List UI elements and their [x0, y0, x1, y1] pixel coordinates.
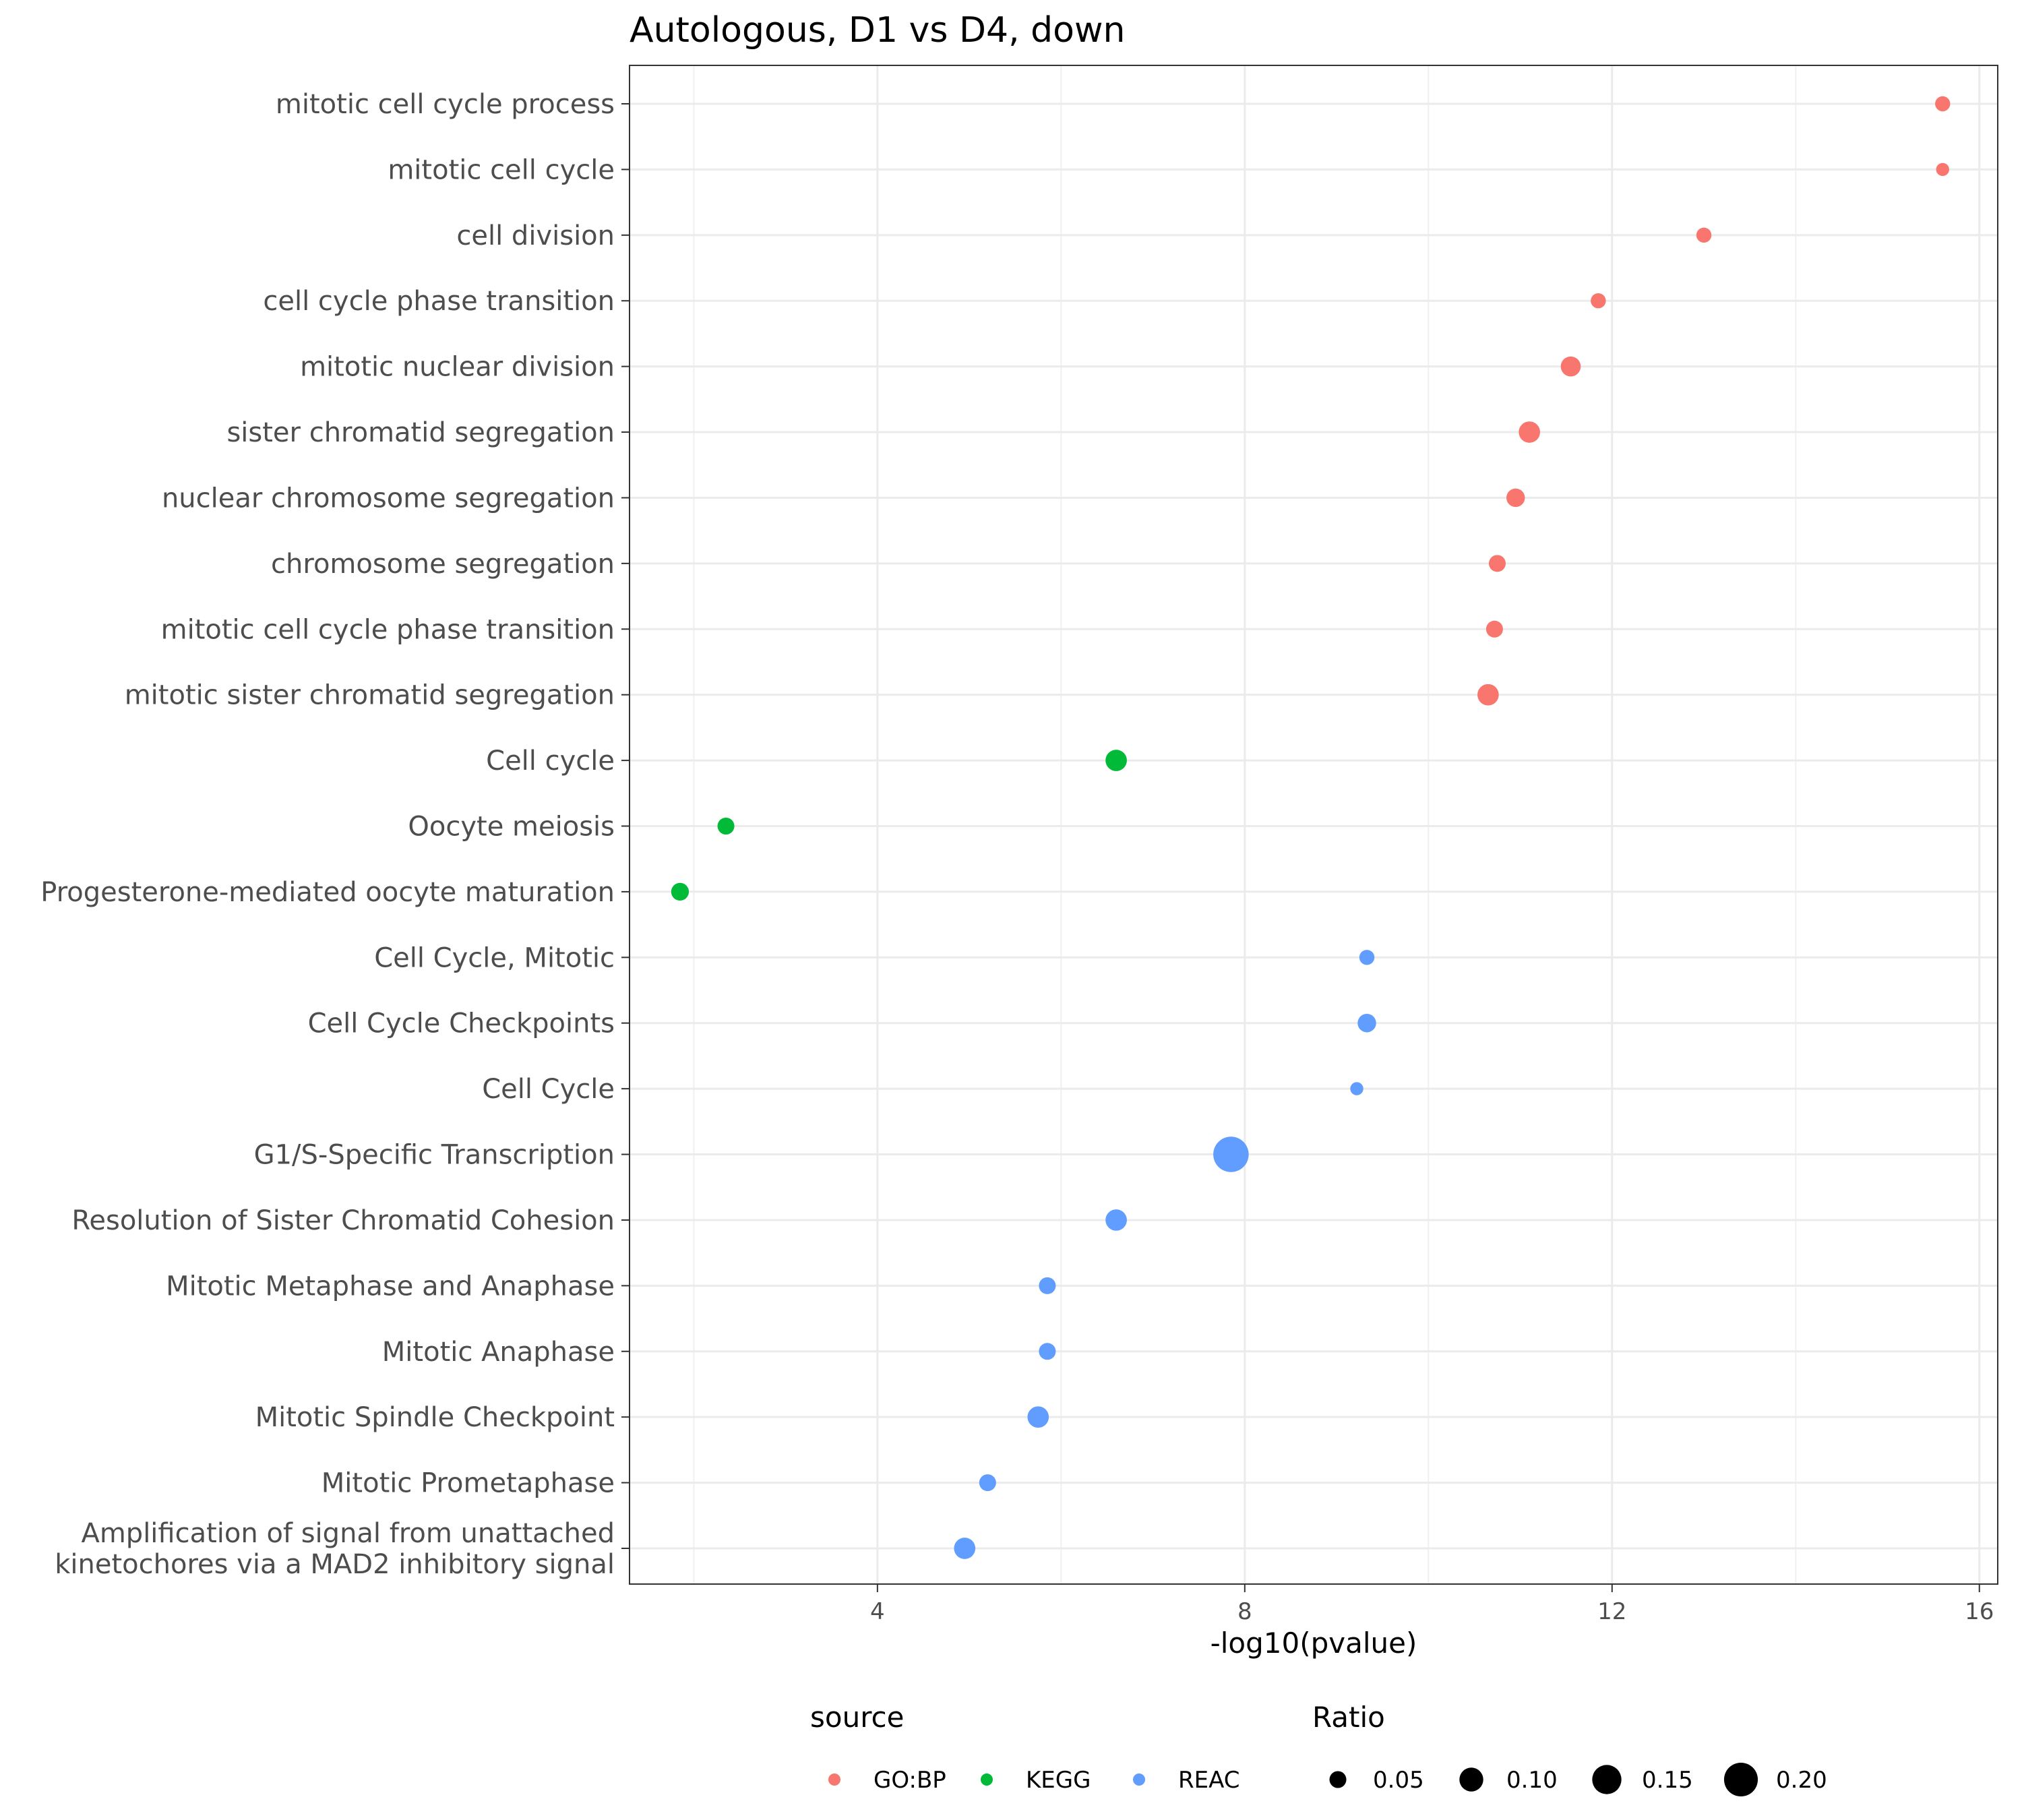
legend-ratio-title: Ratio [1312, 1701, 1385, 1734]
legend-ratio-key [1592, 1765, 1622, 1794]
data-point [954, 1538, 976, 1559]
category-label: cell division [456, 220, 615, 251]
legend-source: source GO:BP KEGG REAC [810, 1701, 1240, 1794]
data-point [1027, 1406, 1049, 1428]
category-label: Resolution of Sister Chromatid Cohesion [71, 1205, 615, 1236]
category-label: mitotic nuclear division [300, 352, 615, 383]
category-label: Mitotic Anaphase [382, 1337, 615, 1368]
data-point [1488, 555, 1506, 572]
data-point [1935, 96, 1951, 112]
legend-source-label: GO:BP [874, 1767, 946, 1794]
category-label: Oocyte meiosis [408, 812, 615, 843]
data-point [1506, 488, 1525, 508]
data-point [671, 882, 690, 901]
legend-ratio-label: 0.10 [1506, 1767, 1558, 1794]
data-point [717, 817, 735, 835]
category-label: mitotic sister chromatid segregation [125, 680, 615, 711]
x-tick-label: 12 [1597, 1598, 1626, 1625]
data-point [1519, 421, 1541, 443]
data-point [1485, 620, 1503, 638]
plot-grid [630, 65, 1998, 1584]
category-label: chromosome segregation [271, 549, 615, 580]
legend-source-title: source [810, 1701, 904, 1734]
data-point [1359, 950, 1375, 965]
legend-source-key [981, 1773, 993, 1786]
legend-source-key [828, 1773, 840, 1786]
category-labels: mitotic cell cycle process mitotic cell c… [40, 89, 615, 1580]
x-axis-ticks: 4 8 12 16 [870, 1584, 1994, 1625]
x-axis-title: -log10(pvalue) [1211, 1627, 1417, 1660]
data-point [1039, 1343, 1056, 1360]
category-label: G1/S-Specific Transcription [254, 1140, 615, 1171]
data-point [1560, 356, 1581, 377]
data-point [1350, 1082, 1364, 1095]
legend-ratio-label: 0.15 [1642, 1767, 1693, 1794]
category-label: Cell Cycle [482, 1074, 615, 1105]
category-label: Cell Cycle Checkpoints [308, 1008, 615, 1039]
category-label: Mitotic Spindle Checkpoint [255, 1402, 615, 1433]
category-label: mitotic cell cycle phase transition [161, 614, 615, 645]
data-point [1213, 1136, 1249, 1172]
data-point [1105, 1209, 1127, 1231]
category-label: mitotic cell cycle [388, 154, 615, 185]
category-label: Mitotic Metaphase and Anaphase [166, 1271, 615, 1302]
category-label: nuclear chromosome segregation [162, 483, 615, 514]
data-point [979, 1474, 996, 1492]
category-label: Amplification of signal from unattached k… [55, 1518, 615, 1580]
legend-ratio: Ratio 0.05 0.10 0.15 0.20 [1312, 1701, 1827, 1797]
y-axis-ticks [621, 103, 630, 1549]
data-point [1105, 750, 1127, 771]
legend-ratio-key [1329, 1771, 1347, 1788]
category-label: Mitotic Prometaphase [321, 1468, 615, 1499]
data-points [671, 96, 1951, 1559]
category-label: Progesterone-mediated oocyte maturation [40, 877, 615, 908]
data-point [1357, 1014, 1376, 1033]
category-label: cell cycle phase transition [263, 286, 615, 317]
data-point [1477, 684, 1499, 706]
x-tick-label: 4 [870, 1598, 885, 1625]
chart-title: Autologous, D1 vs D4, down [630, 10, 1125, 51]
category-label: sister chromatid segregation [226, 417, 615, 448]
data-point [1039, 1277, 1056, 1294]
legend-ratio-key [1723, 1762, 1758, 1797]
legend-ratio-label: 0.05 [1373, 1767, 1424, 1794]
legend-source-key [1133, 1773, 1145, 1786]
legend-source-label: KEGG [1026, 1767, 1091, 1794]
legend-ratio-key [1459, 1767, 1483, 1792]
legend-ratio-label: 0.20 [1776, 1767, 1827, 1794]
legend-source-label: REAC [1178, 1767, 1240, 1794]
data-point [1936, 162, 1949, 177]
category-label: Cell Cycle, Mitotic [374, 942, 615, 973]
data-point [1591, 293, 1606, 309]
x-tick-label: 8 [1237, 1598, 1252, 1625]
plot-panel-border [629, 65, 1998, 1585]
category-label: Cell cycle [486, 746, 615, 777]
data-point [1696, 227, 1712, 243]
category-label: mitotic cell cycle process [276, 89, 615, 120]
x-tick-label: 16 [1965, 1598, 1994, 1625]
